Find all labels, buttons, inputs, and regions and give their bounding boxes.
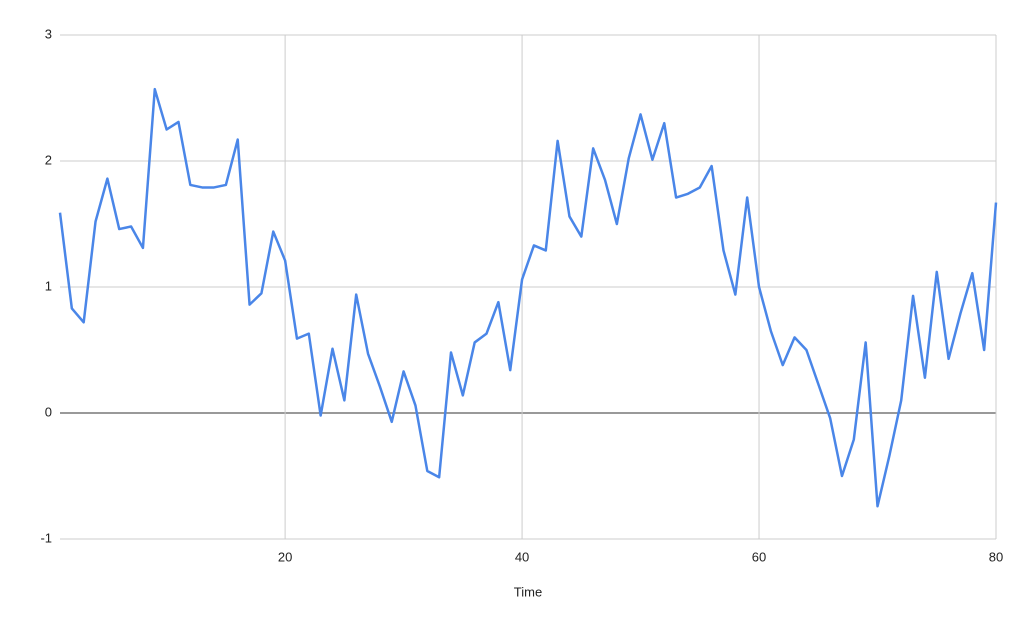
x-tick-label: 80 <box>989 549 1003 564</box>
x-tick-label: 60 <box>752 549 766 564</box>
y-tick-label: -1 <box>40 530 52 545</box>
y-tick-label: 0 <box>45 404 52 419</box>
x-tick-label: 20 <box>278 549 292 564</box>
x-axis-label: Time <box>514 584 542 599</box>
y-tick-label: 1 <box>45 278 52 293</box>
y-tick-label: 3 <box>45 26 52 41</box>
y-tick-label: 2 <box>45 152 52 167</box>
x-tick-label: 40 <box>515 549 529 564</box>
data-line <box>58 87 998 508</box>
